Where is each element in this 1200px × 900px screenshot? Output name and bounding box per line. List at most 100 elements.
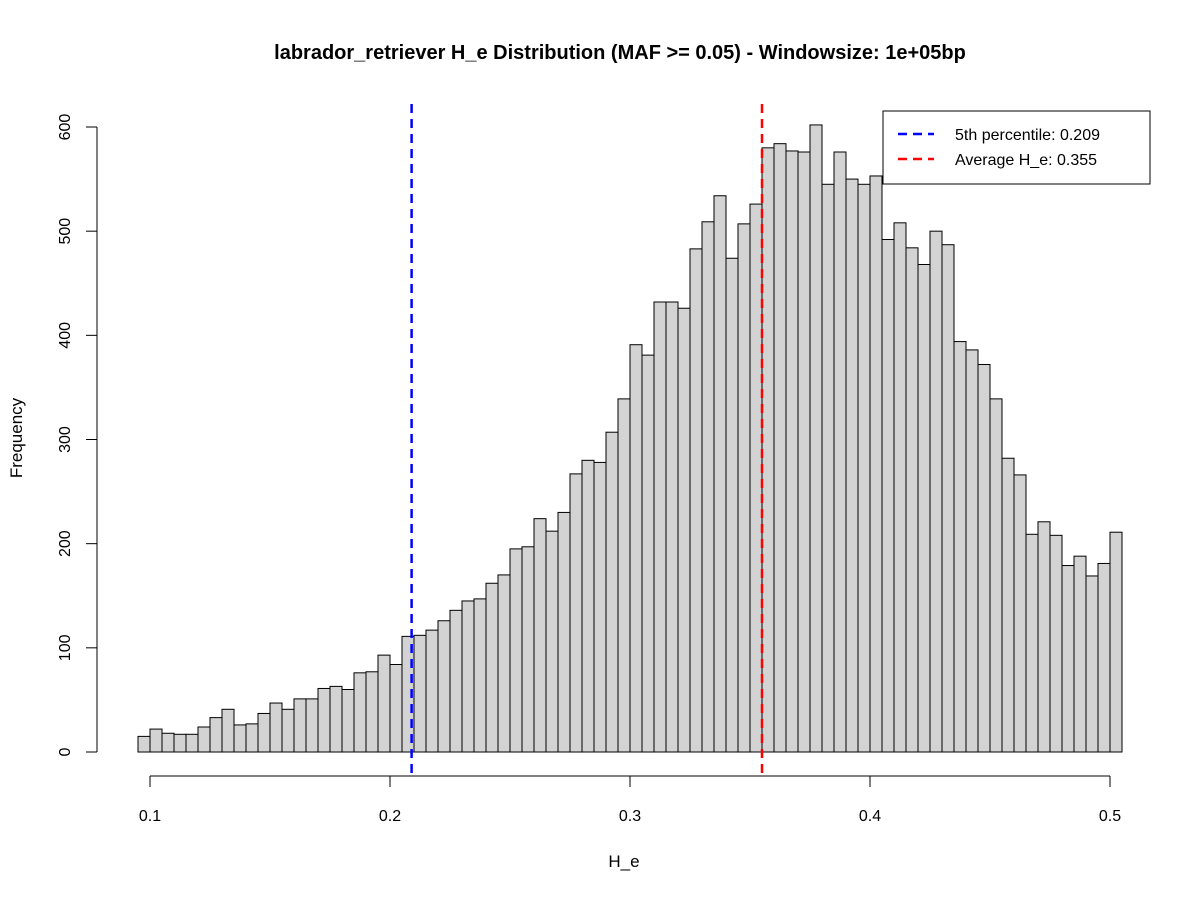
x-tick-label: 0.5 — [1099, 808, 1121, 825]
histogram-bar — [437, 620, 451, 753]
histogram-bar — [425, 629, 439, 753]
histogram-bar — [785, 150, 799, 753]
histogram-bar — [1109, 531, 1123, 753]
x-axis: 0.1 0.2 0.3 0.4 0.5 — [139, 775, 1121, 825]
histogram-bar — [245, 723, 259, 753]
histogram-bar — [713, 195, 727, 753]
histogram-bar — [173, 733, 187, 753]
histogram-bar — [353, 672, 367, 753]
histogram-bar — [617, 398, 631, 753]
histogram-bar — [509, 548, 523, 753]
histogram-bar — [1013, 474, 1027, 753]
chart-title: labrador_retriever H_e Distribution (MAF… — [274, 42, 966, 64]
histogram-bar — [1037, 521, 1051, 753]
histogram-bar — [521, 546, 535, 753]
y-axis-label: Frequency — [7, 397, 26, 478]
y-tick-label: 300 — [57, 426, 74, 453]
histogram-bar — [533, 518, 547, 753]
reference-lines — [410, 104, 764, 776]
x-tick-label: 0.2 — [379, 808, 401, 825]
histogram-bar — [881, 239, 895, 753]
histogram-bar — [761, 147, 775, 753]
histogram-bar — [905, 247, 919, 753]
histogram-bar — [461, 600, 475, 753]
histogram-bar — [221, 708, 235, 753]
histogram-bar — [1025, 533, 1039, 753]
histogram-bar — [869, 175, 883, 753]
histogram-bar — [953, 341, 967, 753]
histogram-bar — [593, 461, 607, 753]
legend-entry-label: Average H_e: 0.355 — [955, 152, 1097, 169]
x-tick-label: 0.4 — [859, 808, 881, 825]
histogram-bar — [329, 685, 343, 753]
histogram-bar — [305, 698, 319, 753]
histogram-bar — [389, 664, 403, 753]
histogram-bar — [257, 712, 271, 753]
histogram-bar — [845, 178, 859, 753]
histogram-bar — [485, 582, 499, 753]
bars-group — [137, 124, 1123, 753]
histogram-bar — [701, 221, 715, 753]
histogram-bar — [149, 728, 163, 753]
histogram-bar — [377, 654, 391, 753]
legend: 5th percentile: 0.209 Average H_e: 0.355 — [882, 110, 1151, 185]
histogram-bar — [665, 301, 679, 753]
histogram-bar — [629, 344, 643, 753]
histogram-bar — [365, 671, 379, 753]
histogram-bar — [689, 248, 703, 753]
histogram-bar — [185, 733, 199, 753]
histogram-bar — [161, 732, 175, 753]
histogram-bar — [1085, 575, 1099, 753]
y-tick-label: 200 — [57, 530, 74, 557]
x-tick-label: 0.1 — [139, 808, 161, 825]
histogram-bar — [209, 717, 223, 753]
histogram-bar — [497, 574, 511, 753]
y-tick-label: 100 — [57, 634, 74, 661]
histogram-bar — [197, 726, 211, 753]
histogram-bar — [1001, 457, 1015, 753]
x-axis-label: H_e — [608, 852, 639, 871]
histogram-bar — [1097, 562, 1111, 753]
histogram-bar — [917, 264, 931, 753]
histogram-bar — [749, 203, 763, 753]
legend-entry-label: 5th percentile: 0.209 — [955, 127, 1100, 144]
histogram-bar — [1061, 565, 1075, 753]
histogram-bar — [557, 511, 571, 753]
histogram-bar — [281, 708, 295, 753]
histogram-bar — [989, 398, 1003, 753]
histogram-bar — [677, 307, 691, 753]
histogram-bar — [341, 689, 355, 753]
histogram-bar — [773, 143, 787, 753]
histogram-bar — [581, 459, 595, 753]
histogram-bar — [857, 183, 871, 753]
histogram-bar — [929, 230, 943, 753]
histogram-bar — [413, 634, 427, 753]
histogram-bar — [293, 698, 307, 753]
histogram-bar — [449, 609, 463, 753]
y-tick-label: 600 — [57, 114, 74, 141]
histogram-bar — [941, 244, 955, 753]
histogram-bar — [653, 301, 667, 753]
histogram-bar — [605, 431, 619, 753]
histogram-bar — [317, 687, 331, 753]
histogram-bar — [833, 151, 847, 753]
histogram-bar — [137, 735, 151, 753]
histogram-bar — [893, 222, 907, 753]
histogram-bar — [737, 223, 751, 753]
histogram-bar — [821, 183, 835, 753]
histogram-bar — [269, 702, 283, 753]
histogram-bar — [977, 364, 991, 753]
y-tick-label: 0 — [57, 747, 74, 756]
histogram-bar — [725, 257, 739, 753]
histogram-bar — [545, 530, 559, 753]
histogram-bar — [1073, 555, 1087, 753]
histogram-bar — [809, 124, 823, 753]
histogram-bar — [641, 354, 655, 753]
y-tick-label: 400 — [57, 322, 74, 349]
x-tick-label: 0.3 — [619, 808, 641, 825]
legend-box — [882, 110, 1151, 185]
histogram-bar — [965, 349, 979, 753]
y-tick-label: 500 — [57, 218, 74, 245]
histogram-bar — [569, 473, 583, 753]
